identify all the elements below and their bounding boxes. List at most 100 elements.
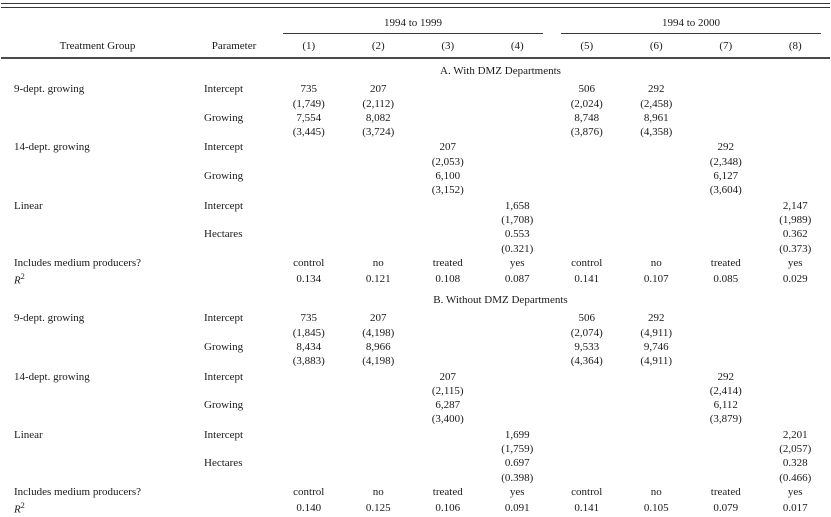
estimate-value-cell — [274, 398, 344, 412]
estimate-value-cell: 735 — [300, 83, 318, 96]
treatment-group-label — [1, 340, 194, 354]
summary-value-cell: 0.091 — [504, 502, 530, 515]
year-span-header-row: 1994 to 1999 1994 to 2000 — [1, 8, 830, 34]
estimate-value-cell — [413, 310, 483, 325]
summary-value-cell: control — [571, 256, 603, 269]
table-row: (3,883) (4,198) (4,364) (4,911) — [1, 354, 830, 368]
se-value-cell — [691, 125, 761, 139]
estimate-value-cell — [552, 369, 622, 384]
estimate-value-cell — [552, 139, 622, 154]
se-value-cell — [344, 442, 414, 456]
summary-value-cell: treated — [710, 256, 741, 269]
estimate-value-cell — [622, 198, 692, 213]
treatment-group-label — [1, 354, 194, 368]
se-value-cell — [274, 242, 344, 256]
estimate-value-cell: 7,554 — [296, 111, 322, 124]
table-row: Growing 6,287 6,112 — [1, 398, 830, 412]
treatment-group-label: 14-dept. growing — [14, 370, 90, 383]
estimate-value-cell — [274, 369, 344, 384]
estimate-value-cell — [761, 111, 831, 125]
panel-header-row: B. Without DMZ Departments — [1, 288, 830, 310]
estimate-value-cell — [691, 227, 761, 241]
parameter-label — [194, 442, 274, 456]
se-value-cell — [483, 125, 553, 139]
se-value-cell — [413, 97, 483, 111]
estimate-value-cell — [691, 340, 761, 354]
panel-title: A. With DMZ Departments — [440, 64, 561, 77]
estimate-value-cell: 6,112 — [713, 399, 738, 412]
estimate-value-cell — [761, 398, 831, 412]
se-value-cell: (0.466) — [779, 471, 812, 484]
summary-value-cell: yes — [787, 485, 803, 498]
se-value-cell — [483, 97, 553, 111]
se-value-cell: (2,112) — [362, 97, 395, 110]
parameter-label: Intercept — [204, 428, 244, 441]
summary-value-cell: control — [571, 485, 603, 498]
col-header-parameter: Parameter — [194, 34, 274, 59]
summary-label-base: R — [14, 503, 21, 516]
se-value-cell — [274, 442, 344, 456]
estimate-value-cell: 292 — [648, 83, 665, 96]
se-value-cell — [691, 97, 761, 111]
parameter-label — [194, 242, 274, 256]
parameter-label — [194, 326, 274, 340]
se-value-cell — [344, 242, 414, 256]
estimate-value-cell — [622, 227, 692, 241]
se-value-cell — [274, 183, 344, 197]
se-value-cell: (4,198) — [362, 326, 395, 339]
estimate-value-cell — [483, 169, 553, 183]
summary-value-cell: no — [650, 256, 662, 269]
treatment-group-label — [1, 97, 194, 111]
treatment-group-label — [1, 242, 194, 256]
se-value-cell: (3,400) — [431, 413, 464, 426]
table-row: (0.321) (0.373) — [1, 242, 830, 256]
se-value-cell — [761, 125, 831, 139]
summary-value-cell: treated — [710, 485, 741, 498]
summary-label-sup: 2 — [20, 501, 25, 511]
summary-value-cell: 0.108 — [435, 272, 461, 285]
estimate-value-cell — [413, 456, 483, 470]
se-value-cell — [413, 326, 483, 340]
span-header-1994-2000-label: 1994 to 2000 — [561, 17, 821, 34]
table-body: A. With DMZ Departments 9-dept. growing In… — [1, 58, 830, 517]
estimate-value-cell — [761, 369, 831, 384]
parameter-label — [194, 471, 274, 485]
se-value-cell — [622, 242, 692, 256]
parameter-label: Intercept — [204, 141, 244, 154]
se-value-cell: (1,749) — [292, 97, 325, 110]
se-value-cell — [761, 183, 831, 197]
summary-value-cell: 0.134 — [296, 272, 322, 285]
se-value-cell — [691, 242, 761, 256]
se-value-cell — [483, 354, 553, 368]
summary-value-cell: 0.079 — [713, 502, 739, 515]
se-value-cell — [552, 155, 622, 169]
treatment-group-label — [1, 412, 194, 426]
se-value-cell — [552, 213, 622, 227]
summary-value-cell: 0.125 — [365, 502, 391, 515]
treatment-group-label: 14-dept. growing — [14, 141, 90, 154]
estimate-value-cell — [483, 398, 553, 412]
se-value-cell — [344, 155, 414, 169]
se-value-cell: (1,989) — [779, 213, 812, 226]
estimate-value-cell — [691, 456, 761, 470]
parameter-label: Growing — [204, 341, 244, 353]
se-value-cell: (4,911) — [640, 355, 673, 368]
summary-label: R2 — [1, 499, 274, 517]
estimate-value-cell: 1,699 — [504, 428, 530, 441]
parameter-label — [194, 125, 274, 139]
summary-value-cell: no — [372, 485, 384, 498]
se-value-cell — [622, 442, 692, 456]
estimate-value-cell: 0.697 — [504, 457, 530, 470]
summary-value-cell: no — [650, 485, 662, 498]
estimate-value-cell — [691, 310, 761, 325]
parameter-label: Growing — [204, 111, 244, 124]
treatment-group-label — [1, 384, 194, 398]
estimate-value-cell — [622, 456, 692, 470]
col-header-5: (5) — [552, 34, 622, 59]
estimate-value-cell — [344, 139, 414, 154]
se-value-cell — [622, 412, 692, 426]
se-value-cell — [691, 326, 761, 340]
se-value-cell — [691, 442, 761, 456]
se-value-cell: (4,198) — [362, 355, 395, 368]
